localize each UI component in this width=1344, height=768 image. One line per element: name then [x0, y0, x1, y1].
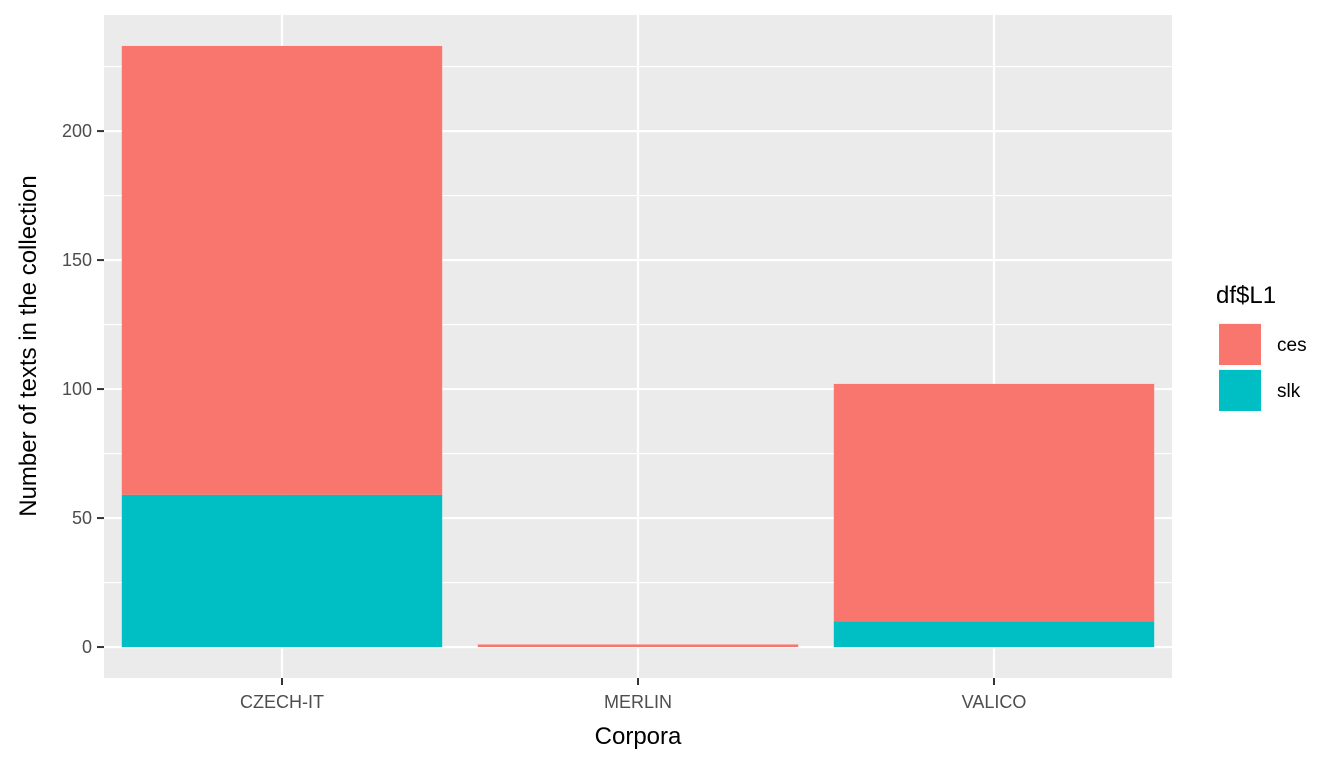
y-tick-label: 150 — [62, 250, 92, 270]
legend-swatch-ces — [1219, 324, 1261, 365]
x-tick-label: VALICO — [962, 692, 1027, 712]
bar-slk-valico — [833, 621, 1155, 648]
legend-swatch-slk — [1219, 370, 1261, 411]
legend-label-slk: slk — [1277, 381, 1301, 402]
x-tick-label: CZECH-IT — [240, 692, 324, 712]
bar-slk-czech-it — [121, 494, 443, 648]
y-tick-label: 100 — [62, 379, 92, 399]
y-axis-title: Number of texts in the collection — [15, 175, 42, 517]
bars — [121, 45, 1155, 648]
x-axis: CZECH-IT MERLIN VALICO — [240, 678, 1026, 712]
y-axis: 0 50 100 150 200 — [62, 121, 104, 657]
y-tick-label: 200 — [62, 121, 92, 141]
x-axis-title: Corpora — [595, 723, 682, 750]
legend-title: df$L1 — [1216, 282, 1276, 309]
legend: df$L1 ces slk — [1216, 282, 1307, 411]
x-tick-label: MERLIN — [604, 692, 672, 712]
bar-ces-czech-it — [121, 45, 443, 495]
y-tick-label: 0 — [82, 637, 92, 657]
bar-ces-valico — [833, 383, 1155, 622]
legend-label-ces: ces — [1277, 335, 1307, 356]
y-tick-label: 50 — [72, 508, 92, 528]
bar-ces-merlin — [477, 644, 799, 648]
